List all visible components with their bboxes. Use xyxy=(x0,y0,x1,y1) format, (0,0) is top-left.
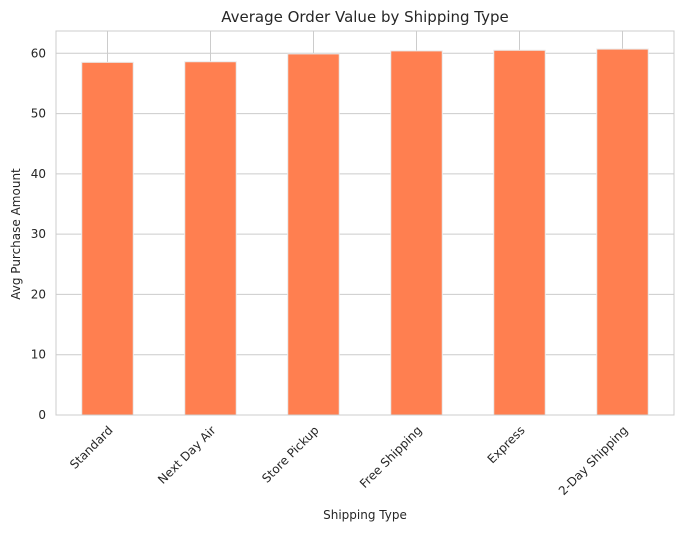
plot-frame xyxy=(55,30,675,416)
chart-title: Average Order Value by Shipping Type xyxy=(221,8,509,26)
y-tick-label: 10 xyxy=(31,348,46,362)
x-tick-label: Store Pickup xyxy=(259,423,321,485)
x-tick-label: Express xyxy=(485,423,528,466)
bar xyxy=(287,53,340,416)
bar xyxy=(596,48,649,416)
y-axis-label: Avg Purchase Amount xyxy=(9,168,23,300)
y-tick-label: 20 xyxy=(31,287,46,301)
bar xyxy=(493,49,546,416)
x-tick-label: Free Shipping xyxy=(357,423,425,491)
bar xyxy=(184,61,237,416)
x-tick-label: Next Day Air xyxy=(155,423,219,487)
y-tick-label: 60 xyxy=(31,46,46,60)
y-tick-label: 50 xyxy=(31,107,46,121)
y-tick-labels: 0 10 20 30 40 50 60 xyxy=(31,46,46,422)
grid-lines xyxy=(56,31,674,416)
y-tick-label: 0 xyxy=(38,408,46,422)
y-tick-label: 40 xyxy=(31,167,46,181)
x-axis-label: Shipping Type xyxy=(323,508,407,522)
x-tick-label: 2-Day Shipping xyxy=(556,423,631,498)
x-tick-label: Standard xyxy=(67,423,116,472)
bar xyxy=(81,61,134,416)
y-tick-label: 30 xyxy=(31,227,46,241)
bar xyxy=(390,50,443,416)
bars xyxy=(81,48,649,416)
x-tick-labels: Standard Next Day Air Store Pickup Free Shi… xyxy=(67,423,631,498)
